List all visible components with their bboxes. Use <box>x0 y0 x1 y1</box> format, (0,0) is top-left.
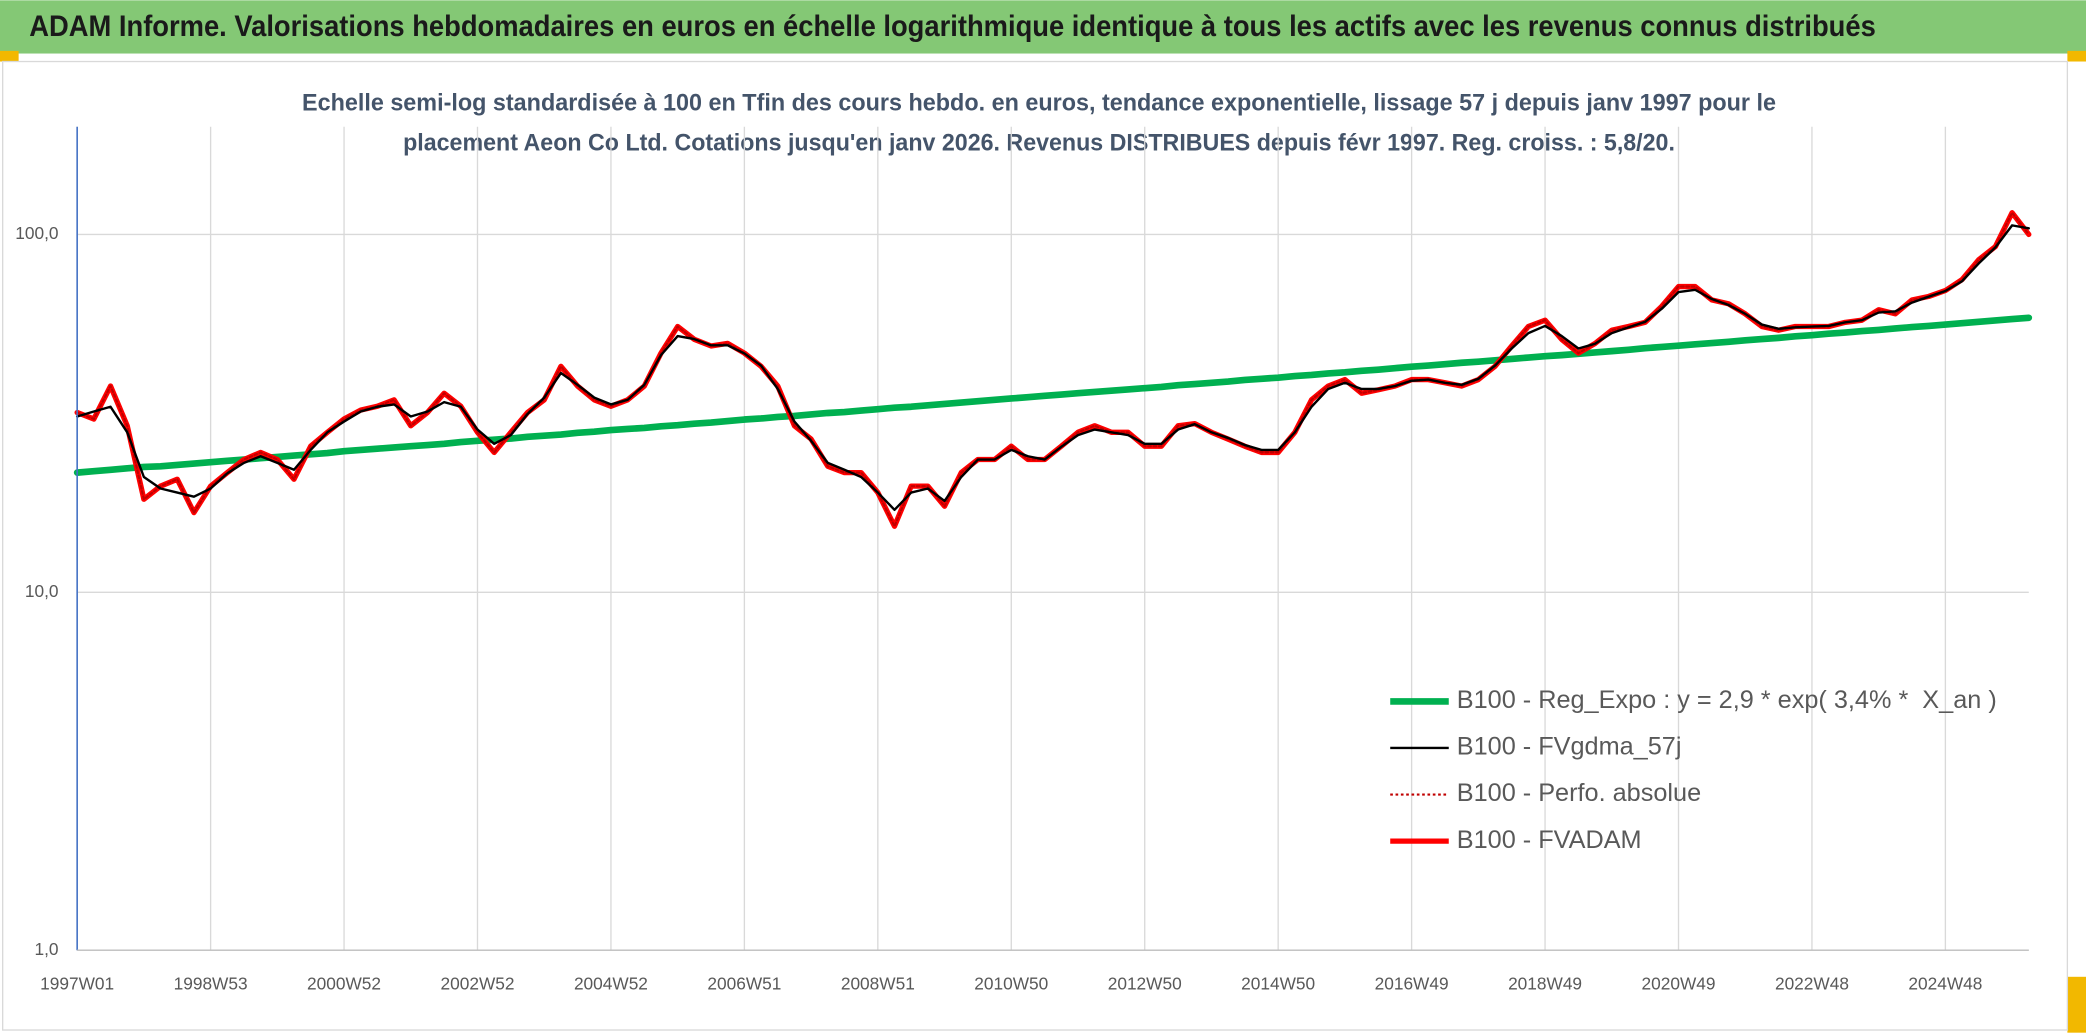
legend-label: B100 - Perfo. absolue <box>1457 779 1701 807</box>
x-tick-label: 2024W48 <box>1908 973 1982 993</box>
legend-label: B100 - FVgdma_57j <box>1457 733 1682 761</box>
y-tick-label: 1,0 <box>35 939 59 959</box>
corner-mark <box>2067 50 2086 62</box>
plot-lines <box>73 210 2033 529</box>
legend-label: B100 - Reg_Expo : y = 2,9 * exp( 3,4% * … <box>1457 686 1997 714</box>
x-tick-label: 1998W53 <box>174 973 248 993</box>
x-tick-label: 2016W49 <box>1375 973 1449 993</box>
x-tick-label: 2018W49 <box>1508 973 1582 993</box>
x-tick-label: 2006W51 <box>707 973 781 993</box>
corner-mark <box>2067 976 2086 1033</box>
chart-subtitle: placement Aeon Co Ltd. Cotations jusqu'e… <box>403 129 1675 156</box>
x-tick-label: 2020W49 <box>1642 973 1716 993</box>
x-tick-label: 1997W01 <box>40 973 114 993</box>
x-tick-label: 2000W52 <box>307 973 381 993</box>
x-tick-label: 2002W52 <box>441 973 515 993</box>
series-line <box>75 224 2030 512</box>
legend-label: B100 - FVADAM <box>1457 826 1642 854</box>
x-tick-label: 2004W52 <box>574 973 648 993</box>
corner-mark <box>0 50 19 62</box>
x-tick-label: 2012W50 <box>1108 973 1182 993</box>
x-tick-label: 2022W48 <box>1775 973 1849 993</box>
axes: 1,0 10,0 100,0 1997W01 1998W53 2000W52 2002W52… <box>15 126 2029 993</box>
chart-frame <box>1 60 2069 1031</box>
x-tick-label: 2010W50 <box>974 973 1048 993</box>
x-tick-label: 2014W50 <box>1241 973 1315 993</box>
legend: B100 - Reg_Expo : y = 2,9 * exp( 3,4% * … <box>1390 686 1997 854</box>
chart-subtitle: Echelle semi-log standardisée à 100 en T… <box>302 89 1776 116</box>
y-tick-label: 100,0 <box>15 223 58 243</box>
page-title: ADAM Informe. Valorisations hebdomadaire… <box>29 11 1876 43</box>
x-tick-label: 2008W51 <box>841 973 915 993</box>
header-bar <box>0 0 2086 54</box>
series-line <box>73 314 2033 476</box>
y-tick-label: 10,0 <box>25 581 59 601</box>
